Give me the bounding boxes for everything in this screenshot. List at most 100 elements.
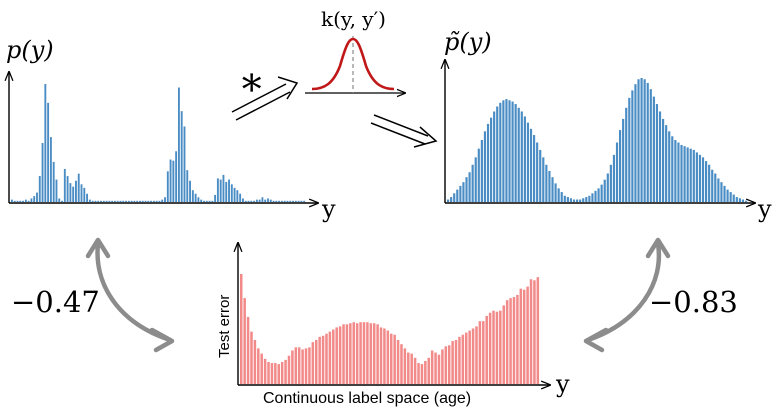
- test-error-y-label: Test error: [216, 295, 233, 358]
- p-y-bar: [36, 192, 38, 202]
- p-tilde-y-bar: [551, 177, 554, 202]
- p-tilde-y-bar: [542, 157, 545, 202]
- test-error-bar: [502, 305, 506, 384]
- test-error-bar: [332, 329, 335, 384]
- test-error-bar: [478, 321, 482, 384]
- p-y-bar: [250, 200, 253, 202]
- p-y-bar: [13, 200, 16, 202]
- test-error-bar: [253, 340, 257, 384]
- p-tilde-y-bar: [536, 142, 539, 202]
- test-error-bar: [393, 334, 396, 384]
- right-correlation-value: −0.83: [649, 285, 738, 319]
- p-tilde-y-bar: [505, 99, 508, 202]
- p-y-bar: [236, 190, 239, 202]
- p-y-bar: [203, 200, 205, 202]
- p-tilde-y-bar: [634, 84, 637, 202]
- p-y-bar: [113, 200, 116, 202]
- p-y-bar: [183, 126, 186, 202]
- test-error-bar: [505, 300, 509, 384]
- p-tilde-y-bar: [637, 79, 640, 202]
- test-error-bar: [444, 346, 448, 384]
- p-y-bar: [52, 161, 55, 202]
- test-error-bar: [427, 357, 431, 384]
- p-y-bar: [22, 200, 25, 202]
- p-tilde-y-bar: [523, 116, 526, 202]
- p-y-bar: [272, 200, 275, 202]
- test-error-bar: [529, 279, 533, 384]
- test-error-bar: [390, 333, 393, 384]
- test-error-bars: [240, 274, 540, 384]
- p-y-bar: [100, 200, 102, 202]
- test-error-bar: [311, 342, 315, 384]
- p-y-bar: [152, 200, 155, 202]
- p-y-title: p(y): [6, 36, 54, 64]
- p-tilde-y-bar: [499, 102, 502, 202]
- test-error-bar: [315, 340, 318, 384]
- test-error-bar: [267, 362, 270, 384]
- test-error-bar: [328, 331, 332, 384]
- p-y-bar: [186, 170, 189, 202]
- p-y-bar: [141, 200, 144, 202]
- p-y-bar: [69, 183, 72, 202]
- p-y-x-label: y: [321, 195, 336, 223]
- kernel-title: k(y, y′): [321, 7, 386, 31]
- test-error-bar: [410, 353, 413, 384]
- p-tilde-y-bar: [606, 173, 609, 202]
- test-error-bar: [297, 347, 301, 384]
- test-error-bar: [284, 359, 287, 384]
- test-error-bar: [294, 347, 298, 384]
- p-tilde-y-bar: [459, 185, 462, 202]
- test-error-bar: [400, 344, 403, 384]
- test-error-bar: [372, 323, 376, 384]
- p-y-bar: [297, 200, 300, 202]
- p-y-bar: [194, 193, 197, 202]
- p-y-bar: [205, 200, 208, 202]
- p-tilde-y-bars: [447, 78, 748, 202]
- test-error-bar: [240, 274, 243, 384]
- convolution-symbol: ∗: [238, 59, 265, 105]
- p-y-bar: [147, 200, 150, 202]
- test-error-bar: [386, 330, 390, 384]
- p-y-bar: [177, 87, 180, 202]
- p-tilde-y-bar: [738, 198, 741, 202]
- p-tilde-y-bar: [646, 82, 649, 202]
- p-y-bar: [214, 194, 217, 202]
- p-y-bar: [155, 200, 158, 202]
- p-y-bar: [294, 200, 297, 202]
- p-tilde-y-bar: [529, 128, 533, 202]
- test-error-bar: [461, 334, 465, 384]
- p-tilde-y-bar: [714, 173, 717, 202]
- test-error-bar: [465, 332, 468, 384]
- p-tilde-y-bar: [701, 157, 705, 202]
- p-tilde-y-bar: [447, 199, 450, 202]
- p-tilde-y-bar: [677, 142, 680, 202]
- test-error-bar: [516, 294, 519, 384]
- p-y-bar: [91, 200, 94, 202]
- p-tilde-y-bar: [708, 164, 711, 202]
- test-error-bar: [270, 363, 274, 384]
- p-tilde-y-bar: [735, 197, 738, 202]
- test-error-bar: [243, 298, 246, 384]
- p-tilde-y-bar: [631, 90, 634, 202]
- p-tilde-y-bar: [588, 195, 591, 202]
- test-error-bar: [407, 352, 410, 384]
- p-y-bar: [61, 200, 63, 202]
- p-tilde-y-bar: [563, 195, 566, 202]
- p-y-bar: [175, 151, 178, 202]
- p-y-bar: [130, 200, 133, 202]
- p-tilde-y-bar: [560, 192, 563, 202]
- p-tilde-y-bar: [612, 154, 616, 202]
- test-error-bar: [396, 340, 400, 384]
- p-y-bars: [11, 84, 306, 202]
- p-tilde-y-bar: [662, 118, 665, 202]
- p-y-bar: [127, 200, 130, 202]
- p-tilde-y-bar: [493, 111, 496, 202]
- p-y-bar: [72, 186, 75, 202]
- test-error-bar: [325, 333, 328, 384]
- p-y-bar: [239, 193, 242, 202]
- left-correlation-value: −0.47: [11, 285, 100, 319]
- p-y-bar: [30, 198, 33, 202]
- p-tilde-y-bar: [692, 149, 695, 202]
- double-arrow-to-kernel: [231, 76, 299, 121]
- p-y-bar: [86, 193, 89, 202]
